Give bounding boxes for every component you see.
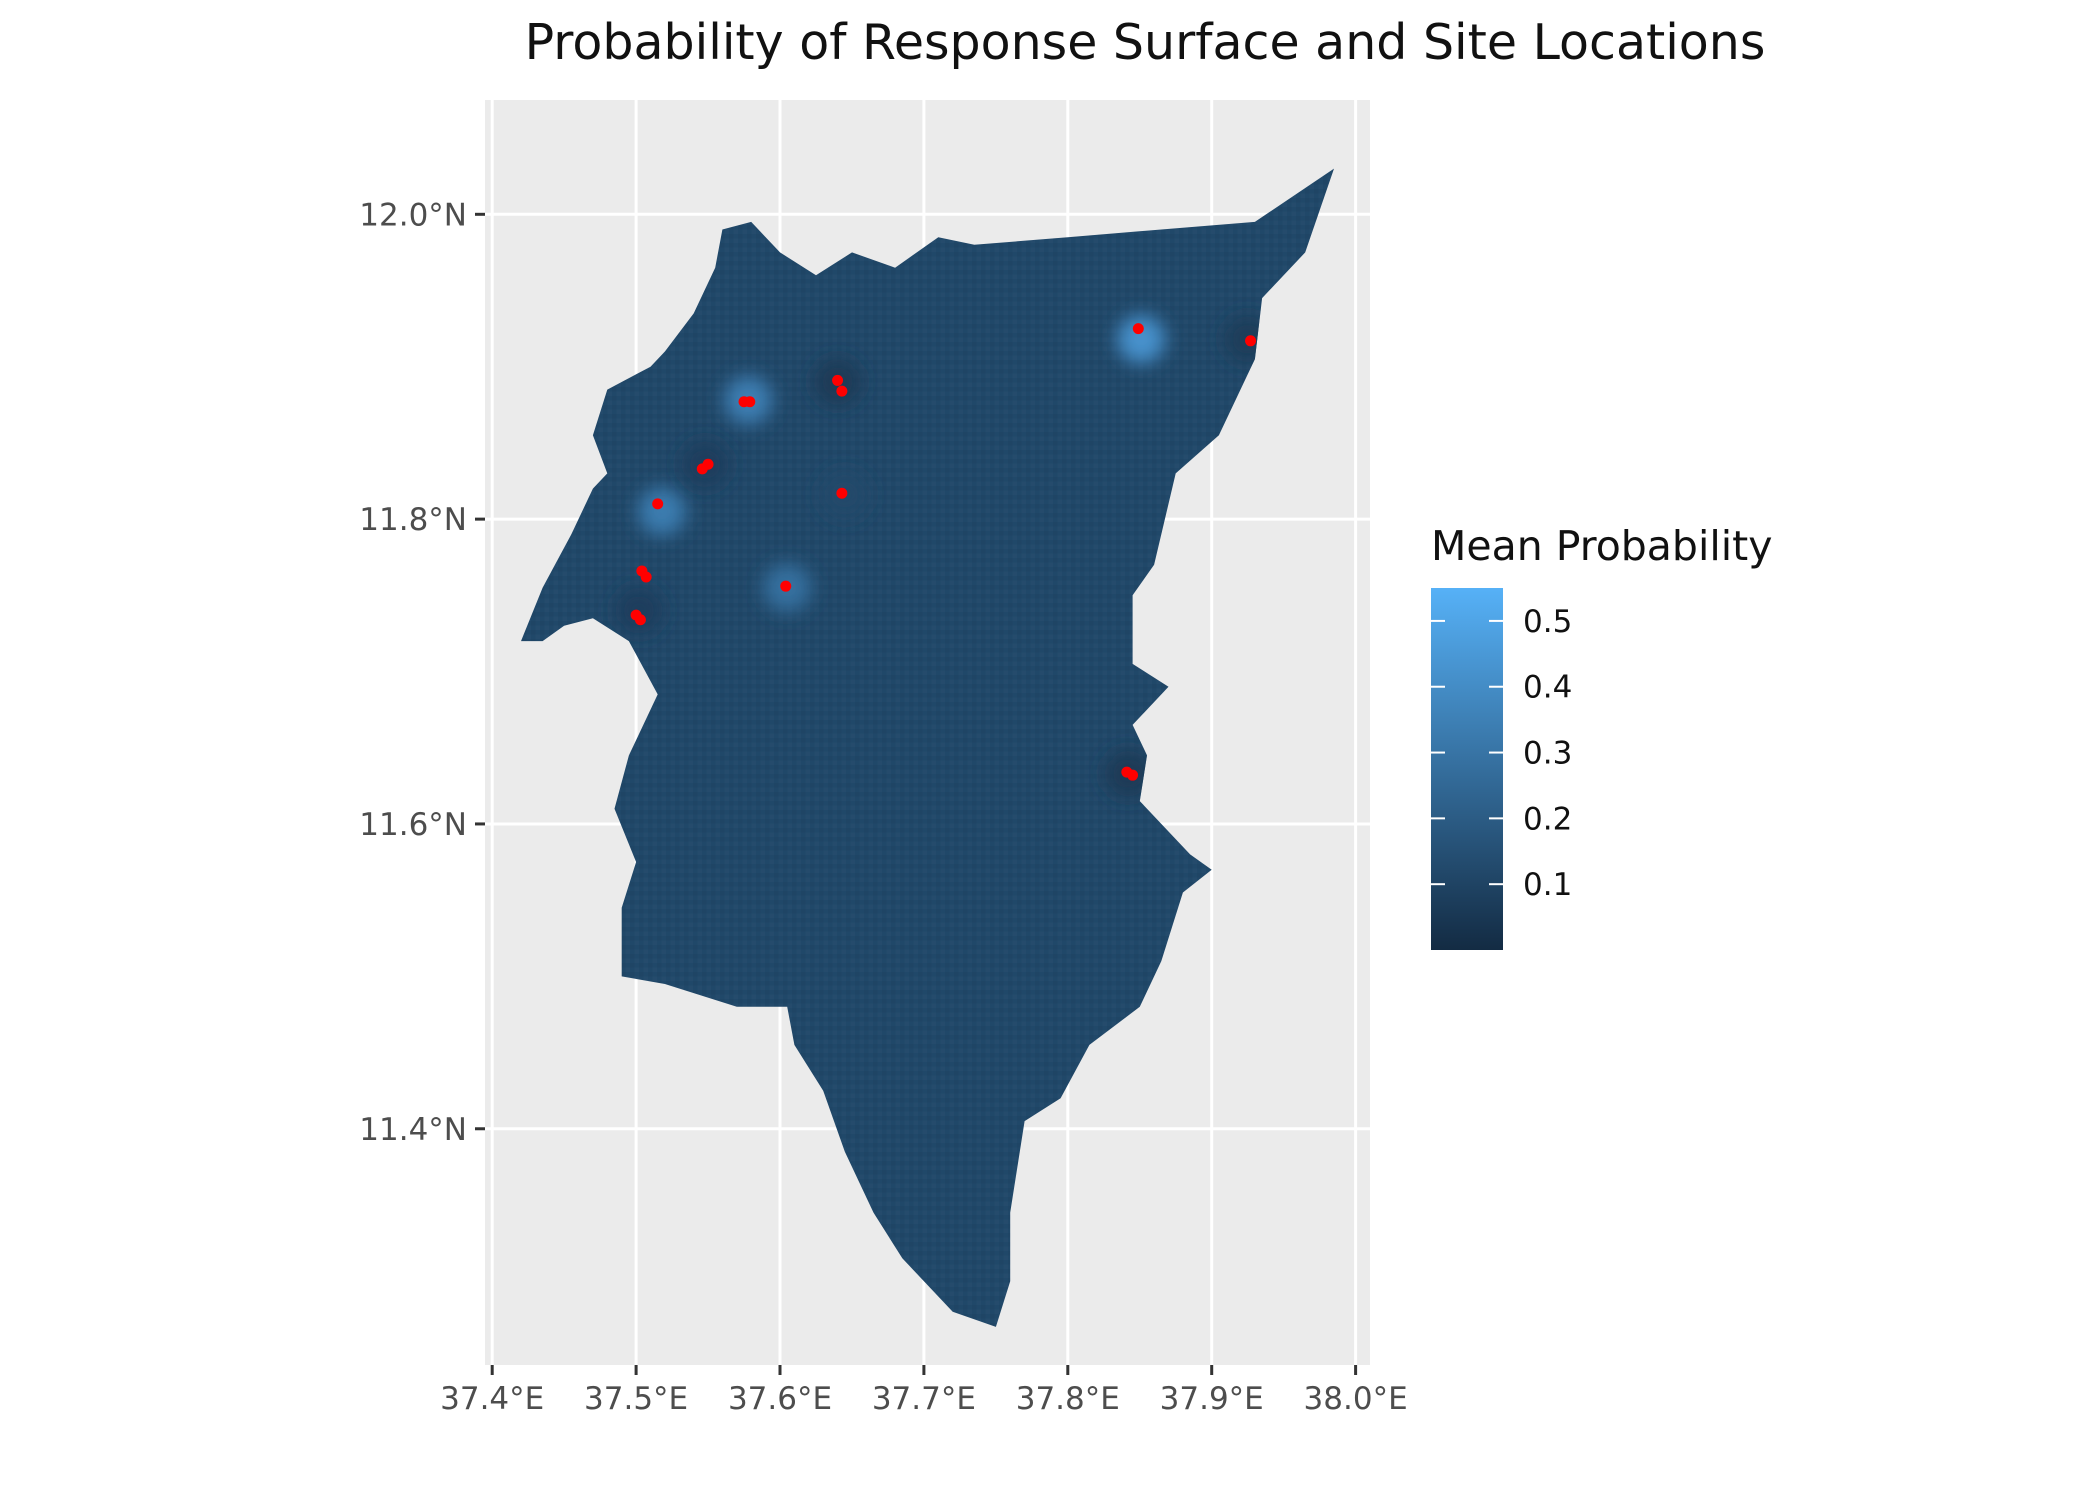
legend-label: 0.3 bbox=[1523, 736, 1572, 772]
legend-title: Mean Probability bbox=[1431, 522, 1772, 570]
legend: Mean Probability 0.1 0.2 0.3 0.4 0.5 bbox=[1431, 522, 1772, 950]
legend-colorbar bbox=[1431, 588, 1503, 950]
site-points bbox=[630, 323, 1257, 781]
probability-surface bbox=[521, 168, 1334, 1327]
x-tick-label: 37.6°E bbox=[728, 1381, 832, 1417]
site-point bbox=[744, 396, 756, 408]
site-point bbox=[1245, 335, 1257, 347]
x-tick-label: 37.7°E bbox=[872, 1381, 976, 1417]
site-point bbox=[836, 385, 848, 397]
legend-label: 0.4 bbox=[1523, 670, 1572, 706]
page-title: Probability of Response Surface and Site… bbox=[524, 14, 1766, 71]
legend-label: 0.2 bbox=[1523, 801, 1572, 837]
x-tick-label: 37.9°E bbox=[1160, 1381, 1264, 1417]
x-tick-label: 37.8°E bbox=[1016, 1381, 1120, 1417]
legend-label: 0.1 bbox=[1523, 867, 1572, 903]
x-tick-label: 37.5°E bbox=[584, 1381, 688, 1417]
y-tick-label: 12.0°N bbox=[359, 197, 467, 233]
y-tick-label: 11.6°N bbox=[359, 807, 467, 843]
x-tick-label: 37.4°E bbox=[440, 1381, 544, 1417]
legend-label: 0.5 bbox=[1523, 604, 1572, 640]
hotspot-layer bbox=[614, 315, 1272, 798]
site-point bbox=[636, 565, 648, 577]
site-point bbox=[634, 614, 646, 626]
y-tick-label: 11.4°N bbox=[359, 1112, 467, 1148]
x-axis: 37.4°E 37.5°E 37.6°E 37.7°E 37.8°E 37.9°E 38.0… bbox=[440, 1365, 1408, 1417]
site-point bbox=[836, 487, 848, 499]
probability-hotspot bbox=[1117, 315, 1166, 364]
site-point bbox=[696, 463, 708, 475]
site-point bbox=[1132, 323, 1144, 335]
x-tick-label: 38.0°E bbox=[1304, 1381, 1408, 1417]
y-axis: 11.4°N 11.6°N 11.8°N 12.0°N bbox=[359, 197, 485, 1148]
probability-hotspot bbox=[638, 487, 686, 536]
site-point bbox=[1127, 769, 1139, 781]
legend-ticks: 0.1 0.2 0.3 0.4 0.5 bbox=[1431, 604, 1572, 903]
y-tick-label: 11.8°N bbox=[359, 502, 467, 538]
site-point bbox=[780, 580, 792, 592]
site-point bbox=[652, 498, 664, 510]
site-point bbox=[832, 374, 844, 386]
